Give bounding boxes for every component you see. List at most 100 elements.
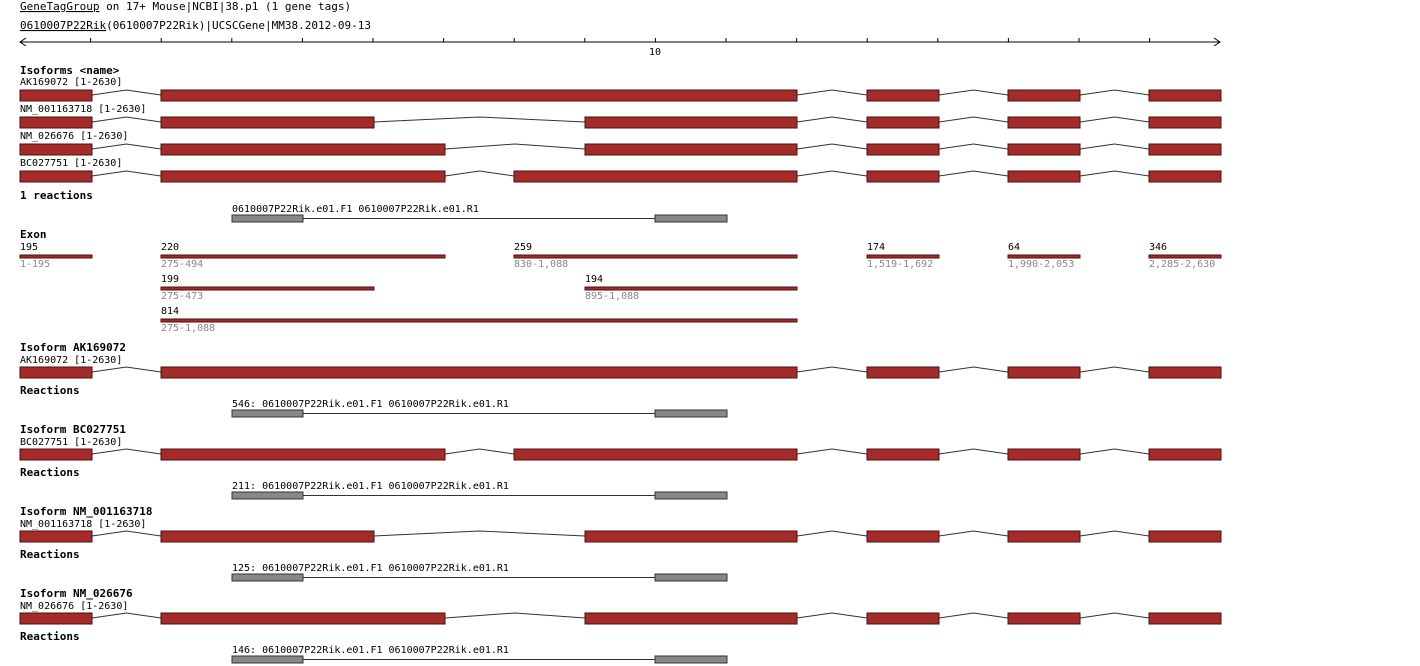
primer-forward [231,409,304,418]
isoform-label: BC027751 [1-2630] [20,437,122,448]
intron [1079,612,1150,619]
reaction-label: 0610007P22Rik.e01.F1 0610007P22Rik.e01.R… [232,204,479,215]
exon-range: 275-473 [161,291,203,302]
intron [444,143,586,150]
exon-range: 1-195 [20,259,50,270]
exon-range: 1,519-1,692 [867,259,933,270]
section-heading: Isoforms <name> [20,64,120,77]
exon [19,143,93,156]
exon-bar [513,254,798,259]
gene-link[interactable]: 0610007P22Rik [20,19,106,32]
title-line: GeneTagGroup on 17+ Mouse|NCBI|38.p1 (1 … [20,0,351,13]
section-heading: Exon [20,228,47,241]
intron [1079,170,1150,177]
exon [160,170,446,183]
exon-size: 259 [514,242,532,253]
title-rest: on 17+ Mouse|NCBI|38.p1 (1 gene tags) [99,0,351,13]
reaction-label: 546: 0610007P22Rik.e01.F1 0610007P22Rik.… [232,399,509,410]
exon [1148,530,1222,543]
primer-forward [231,573,304,582]
exon [1007,530,1081,543]
intron [796,448,868,455]
exon-bar [160,254,446,259]
intron [91,116,162,123]
intron [1079,89,1150,96]
intron [938,116,1009,123]
exon [19,89,93,102]
exon [866,530,940,543]
exon [1007,448,1081,461]
group-link[interactable]: GeneTagGroup [20,0,99,13]
exon-size: 346 [1149,242,1167,253]
exon-bar [1148,254,1222,259]
intron [91,89,162,96]
exon [160,366,798,379]
reactions-heading: Reactions [20,630,80,643]
isoform-label: NM_001163718 [1-2630] [20,104,146,115]
exon [1007,170,1081,183]
exon-range: 895-1,088 [585,291,639,302]
exon [160,530,375,543]
intron [444,170,515,177]
exon-range: 275-494 [161,259,203,270]
exon [160,448,446,461]
exon [866,143,940,156]
intron [938,89,1009,96]
intron [373,530,586,537]
exon [513,170,798,183]
intron [796,116,868,123]
intron [444,448,515,455]
primer-forward [231,655,304,664]
exon [866,89,940,102]
primer-reverse [654,491,728,500]
exon-size: 814 [161,306,179,317]
exon-bar [19,254,93,259]
exon [1148,116,1222,129]
intron [1079,366,1150,373]
intron [373,116,586,123]
exon-size: 194 [585,274,603,285]
exon [584,530,798,543]
exon-size: 220 [161,242,179,253]
exon [1148,366,1222,379]
exon-size: 199 [161,274,179,285]
exon [19,530,93,543]
exon [19,116,93,129]
exon-size: 174 [867,242,885,253]
exon [1007,612,1081,625]
isoform-label: NM_026676 [1-2630] [20,601,128,612]
intron [796,530,868,537]
intron [938,170,1009,177]
exon-bar [866,254,940,259]
reaction-label: 146: 0610007P22Rik.e01.F1 0610007P22Rik.… [232,645,509,656]
isoform-heading: Isoform AK169072 [20,341,126,354]
exon [584,116,798,129]
intron [444,612,586,619]
reactions-heading: Reactions [20,548,80,561]
intron [938,448,1009,455]
exon [19,366,93,379]
exon [1007,116,1081,129]
exon-bar [1007,254,1081,259]
intron [91,170,162,177]
exon-bar [160,318,798,323]
intron [938,612,1009,619]
intron [938,143,1009,150]
exon-range: 830-1,088 [514,259,568,270]
intron [1079,448,1150,455]
primer-reverse [654,409,728,418]
primer-forward [231,214,304,223]
exon [19,448,93,461]
exon [584,143,798,156]
gene-line: 0610007P22Rik(0610007P22Rik)|UCSCGene|MM… [20,19,371,32]
exon [866,170,940,183]
exon [1148,612,1222,625]
isoform-label: AK169072 [1-2630] [20,355,122,366]
exon-range: 275-1,088 [161,323,215,334]
primer-reverse [654,214,728,223]
intron [796,366,868,373]
exon [160,116,375,129]
reaction-label: 125: 0610007P22Rik.e01.F1 0610007P22Rik.… [232,563,509,574]
exon [866,366,940,379]
